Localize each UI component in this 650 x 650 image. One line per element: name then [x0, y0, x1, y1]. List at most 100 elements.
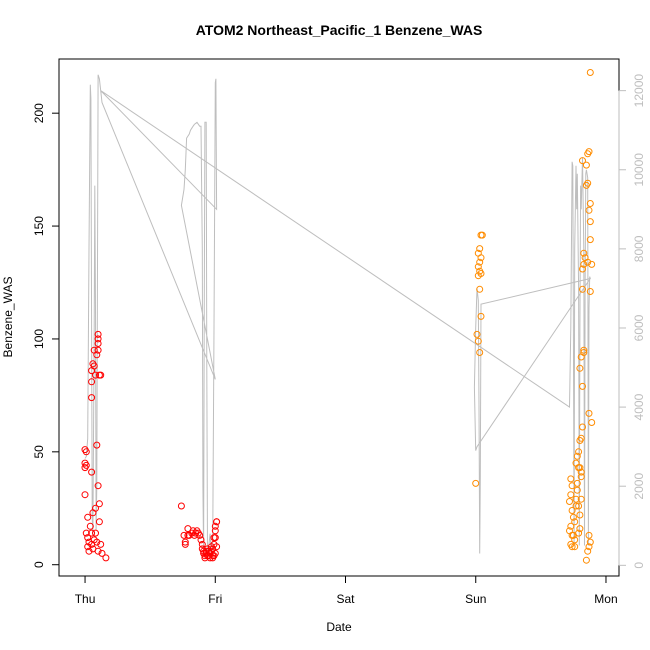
data-point: [474, 249, 482, 257]
data-point: [577, 473, 585, 481]
data-point: [575, 502, 583, 510]
y2-tick-label: 12000: [632, 74, 646, 108]
data-point: [585, 531, 593, 539]
data-point: [586, 288, 594, 295]
data-point: [93, 441, 101, 449]
y2-tick-label: 2000: [632, 473, 646, 500]
data-point: [82, 461, 90, 469]
chart-title: ATOM2 Northeast_Pacific_1 Benzene_WAS: [196, 22, 483, 38]
data-point: [569, 513, 577, 521]
data-point: [473, 330, 481, 338]
data-point: [580, 249, 588, 257]
data-point: [572, 502, 580, 510]
data-point: [571, 543, 579, 551]
data-point: [575, 448, 583, 456]
data-point: [181, 540, 189, 548]
data-point: [197, 536, 205, 544]
data-point: [213, 543, 221, 551]
data-point: [89, 509, 97, 517]
data-point: [585, 543, 593, 551]
data-point: [177, 502, 185, 510]
data-point: [573, 486, 581, 494]
data-point: [211, 534, 219, 542]
data-point: [585, 206, 593, 214]
plot-frame: [58, 58, 620, 577]
data-point: [584, 258, 592, 266]
data-point: [582, 556, 590, 564]
data-point: [586, 538, 594, 546]
data-point: [577, 495, 585, 503]
data-point: [84, 534, 92, 542]
y-axis-left: 0 50 100 150 200: [32, 103, 60, 568]
x-tick-label: Sat: [337, 592, 356, 606]
y2-tick-label: 6000: [632, 314, 646, 341]
data-point: [576, 525, 584, 533]
data-point: [82, 448, 90, 456]
data-point: [585, 409, 593, 417]
data-point: [94, 547, 102, 555]
data-point: [92, 529, 99, 537]
data-point: [566, 498, 573, 505]
data-point: [97, 540, 105, 548]
data-point: [568, 507, 576, 514]
y2-tick-label: 4000: [632, 393, 646, 420]
data-point: [93, 351, 101, 359]
data-point: [579, 157, 586, 165]
data-point: [576, 464, 584, 472]
data-point: [568, 543, 576, 551]
y-tick-label: 200: [32, 103, 46, 123]
data-point: [84, 513, 92, 521]
data-point: [577, 468, 585, 476]
data-point: [94, 335, 102, 343]
y2-tick-label: 10000: [632, 153, 646, 187]
x-axis-label: Date: [326, 620, 352, 634]
data-point: [94, 330, 102, 338]
data-point: [573, 479, 581, 487]
data-point: [476, 245, 484, 253]
y2-tick-label: 0: [632, 562, 646, 569]
data-point: [97, 371, 105, 379]
data-point: [82, 529, 90, 537]
y-axis-right: 0 2000 4000 6000 8000 10000 12000: [618, 74, 646, 569]
data-point: [472, 479, 480, 487]
data-point: [584, 179, 592, 187]
y2-tick-label: 8000: [632, 235, 646, 262]
data-point: [88, 529, 96, 537]
y-axis-label: Benzene_WAS: [1, 277, 15, 358]
data-point: [98, 549, 106, 557]
data-point: [586, 69, 594, 76]
data-point: [81, 491, 89, 499]
data-point: [567, 491, 575, 499]
data-point: [588, 419, 596, 426]
data-point: [572, 459, 580, 467]
data-point: [579, 382, 586, 390]
y-tick-label: 100: [32, 329, 46, 349]
data-point: [94, 346, 102, 354]
data-point: [474, 263, 482, 271]
data-point: [95, 518, 103, 526]
data-point: [588, 260, 596, 268]
y-tick-label: 150: [32, 216, 46, 236]
data-point: [476, 285, 484, 293]
data-point: [584, 547, 592, 555]
data-point: [573, 452, 581, 460]
data-point: [580, 346, 588, 354]
y-tick-label: 50: [32, 445, 46, 459]
data-point: [580, 260, 588, 268]
x-tick-label: Fri: [208, 592, 222, 606]
data-point: [576, 511, 584, 519]
data-point: [575, 529, 583, 537]
x-tick-label: Sun: [465, 592, 486, 606]
x-axis: Thu Fri Sat Sun Mon: [75, 575, 618, 606]
data-point: [209, 554, 217, 562]
data-point: [478, 231, 486, 239]
data-point: [181, 538, 189, 546]
data-point: [582, 161, 590, 169]
data-point: [477, 312, 485, 320]
data-point: [576, 364, 584, 372]
data-point: [92, 371, 99, 379]
data-point: [102, 554, 110, 562]
data-point: [571, 536, 579, 544]
data-point: [579, 285, 586, 293]
